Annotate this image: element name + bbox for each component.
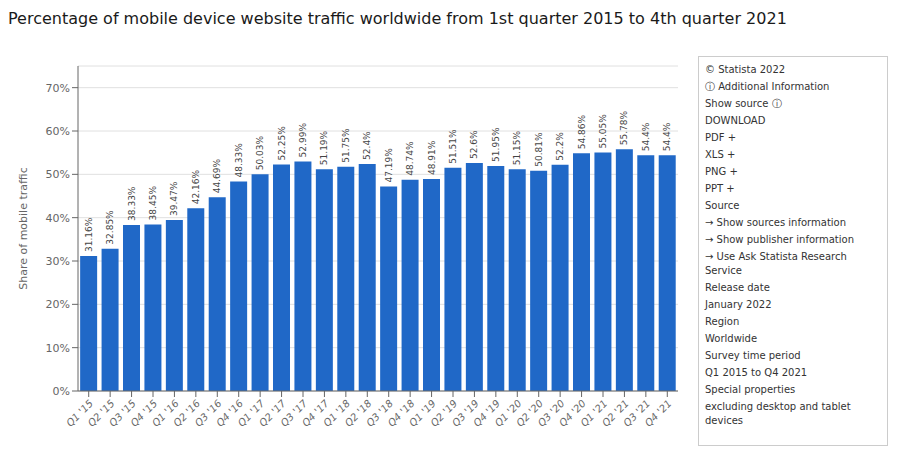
svg-text:48.33%: 48.33% xyxy=(234,143,244,178)
svg-text:38.33%: 38.33% xyxy=(127,186,137,221)
html-text:PPT +: PPT + xyxy=(705,183,735,194)
html-text:PDF +: PDF + xyxy=(705,132,736,143)
html-text:© Statista 2022: © Statista 2022 xyxy=(705,64,786,75)
svg-text:Q3 '18: Q3 '18 xyxy=(364,397,396,429)
html-text:Worldwide: Worldwide xyxy=(705,333,758,344)
svg-text:Q4 '19: Q4 '19 xyxy=(471,397,503,429)
svg-text:Q2 '16: Q2 '16 xyxy=(171,397,203,429)
html-text:DOWNLOAD: DOWNLOAD xyxy=(705,115,766,126)
html-text:→ Use Ask Statista Research Se: → Use Ask Statista Research Service xyxy=(705,251,847,276)
svg-text:48.74%: 48.74% xyxy=(405,141,415,176)
html-text:→ Show sources information: → Show sources information xyxy=(705,217,846,228)
svg-text:52.25%: 52.25% xyxy=(277,126,287,161)
svg-text:52.6%: 52.6% xyxy=(469,130,479,159)
svg-text:51.15%: 51.15% xyxy=(512,131,522,166)
svg-text:0%: 0% xyxy=(53,385,70,398)
svg-text:51.51%: 51.51% xyxy=(448,129,458,164)
html-text:Release date: Release date xyxy=(705,282,770,293)
html-text:PNG +: PNG + xyxy=(705,166,738,177)
svg-text:Q4 '21: Q4 '21 xyxy=(643,398,674,429)
svg-text:Q1 '15: Q1 '15 xyxy=(64,397,96,429)
svg-text:70%: 70% xyxy=(46,82,70,95)
html-text:Percentage of mobile device we: Percentage of mobile device website traf… xyxy=(8,9,787,28)
svg-text:50.03%: 50.03% xyxy=(255,135,265,170)
html-text:Show source ⓘ: Show source ⓘ xyxy=(705,98,782,109)
svg-text:50.81%: 50.81% xyxy=(534,132,544,167)
svg-text:20%: 20% xyxy=(46,298,70,311)
html-text:Source: Source xyxy=(705,200,740,211)
svg-text:40%: 40% xyxy=(46,212,70,225)
svg-text:50%: 50% xyxy=(46,168,70,181)
html-text:→ Show publisher information: → Show publisher information xyxy=(705,234,854,245)
svg-text:Q4 '17: Q4 '17 xyxy=(299,397,331,429)
svg-text:Q1 '21: Q1 '21 xyxy=(578,397,610,429)
html-text:Q1 2015 to Q4 2021: Q1 2015 to Q4 2021 xyxy=(705,367,808,378)
svg-text:Q1 '19: Q1 '19 xyxy=(407,397,438,429)
svg-text:48.91%: 48.91% xyxy=(427,140,437,175)
html-text:Survey time period: Survey time period xyxy=(705,350,801,361)
svg-text:32.85%: 32.85% xyxy=(105,210,115,245)
svg-text:52.4%: 52.4% xyxy=(362,131,372,160)
svg-text:52.99%: 52.99% xyxy=(298,123,308,158)
svg-text:Q2 '18: Q2 '18 xyxy=(342,397,374,429)
html-text:Region: Region xyxy=(705,316,740,327)
svg-text:Q1 '18: Q1 '18 xyxy=(321,397,353,429)
svg-text:Q2 '15: Q2 '15 xyxy=(85,397,117,429)
svg-text:Q3 '16: Q3 '16 xyxy=(192,397,224,429)
svg-text:Q1 '20: Q1 '20 xyxy=(492,397,524,429)
svg-text:Q2 '17: Q2 '17 xyxy=(257,397,288,429)
svg-text:Q2 '19: Q2 '19 xyxy=(428,397,460,429)
html-text:ⓘ Additional Information: ⓘ Additional Information xyxy=(705,81,830,92)
svg-text:Q2 '21: Q2 '21 xyxy=(599,397,631,429)
html-text:Special properties: Special properties xyxy=(705,384,796,395)
svg-text:Q4 '20: Q4 '20 xyxy=(557,397,588,429)
svg-text:Q3 '21: Q3 '21 xyxy=(621,397,653,429)
svg-text:51.75%: 51.75% xyxy=(341,128,351,163)
svg-text:Q1 '16: Q1 '16 xyxy=(149,397,181,429)
svg-text:39.47%: 39.47% xyxy=(169,181,179,216)
svg-text:52.2%: 52.2% xyxy=(555,132,565,161)
svg-text:44.69%: 44.69% xyxy=(212,159,222,194)
svg-text:31.16%: 31.16% xyxy=(84,217,94,252)
svg-text:Q1 '17: Q1 '17 xyxy=(235,397,267,429)
svg-text:54.4%: 54.4% xyxy=(641,122,651,151)
svg-text:60%: 60% xyxy=(46,125,70,138)
html-text:excluding desktop and tablet d: excluding desktop and tablet devices xyxy=(705,401,851,426)
svg-text:30%: 30% xyxy=(46,255,70,268)
svg-text:Q3 '19: Q3 '19 xyxy=(449,397,481,429)
svg-text:38.45%: 38.45% xyxy=(148,186,158,221)
svg-text:47.19%: 47.19% xyxy=(384,148,394,183)
svg-text:Q3 '17: Q3 '17 xyxy=(278,397,310,429)
html-text:January 2022: January 2022 xyxy=(705,299,772,310)
svg-text:55.78%: 55.78% xyxy=(619,111,629,146)
svg-text:42.16%: 42.16% xyxy=(191,170,201,205)
svg-text:Q3 '15: Q3 '15 xyxy=(107,397,138,429)
html-text:XLS +: XLS + xyxy=(705,149,736,160)
svg-text:51.95%: 51.95% xyxy=(491,127,501,162)
svg-text:Q2 '20: Q2 '20 xyxy=(514,397,546,429)
svg-text:Q4 '18: Q4 '18 xyxy=(385,397,417,429)
svg-text:Q3 '20: Q3 '20 xyxy=(535,397,567,429)
svg-text:55.05%: 55.05% xyxy=(598,114,608,149)
svg-text:54.4%: 54.4% xyxy=(662,122,672,151)
svg-text:51.19%: 51.19% xyxy=(319,130,329,165)
svg-text:Share of mobile traffic: Share of mobile traffic xyxy=(17,167,30,289)
svg-text:54.86%: 54.86% xyxy=(577,115,587,150)
svg-text:10%: 10% xyxy=(46,342,70,355)
svg-text:Q4 '16: Q4 '16 xyxy=(214,397,246,429)
svg-text:Q4 '15: Q4 '15 xyxy=(128,397,160,429)
